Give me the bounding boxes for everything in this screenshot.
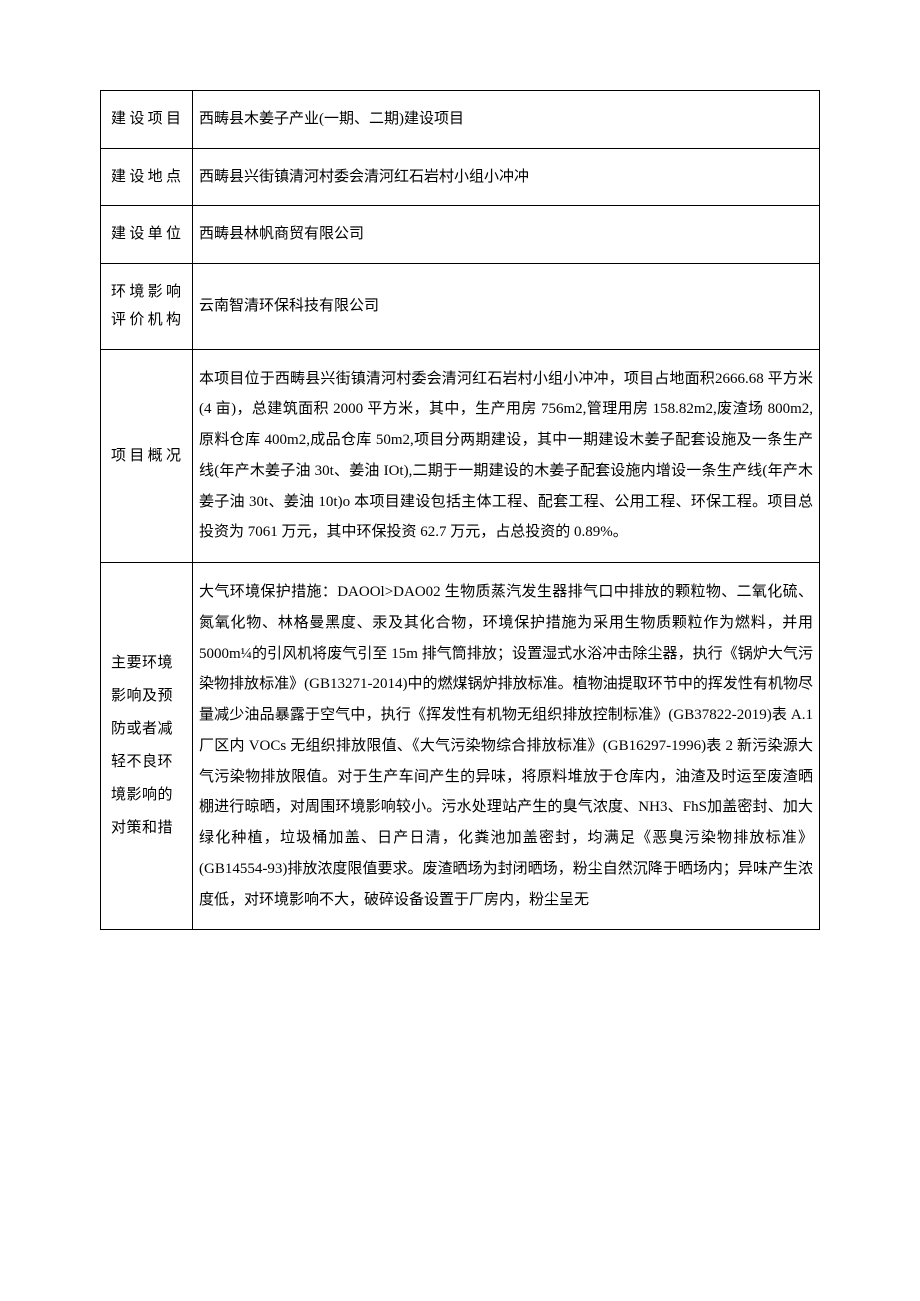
label-project-location: 建设地点 (101, 148, 193, 206)
label-construction-unit: 建设单位 (101, 206, 193, 264)
table-row: 建设项目 西畴县木姜子产业(一期、二期)建设项目 (101, 91, 820, 149)
value-project-location: 西畴县兴街镇清河村委会清河红石岩村小组小冲冲 (193, 148, 820, 206)
value-eia-agency: 云南智清环保科技有限公司 (193, 263, 820, 349)
label-eia-agency: 环境影响评价机构 (101, 263, 193, 349)
table-row: 建设地点 西畴县兴街镇清河村委会清河红石岩村小组小冲冲 (101, 148, 820, 206)
table-row: 项目概况 本项目位于西畴县兴街镇清河村委会清河红石岩村小组小冲冲，项目占地面积2… (101, 349, 820, 563)
value-measures: 大气环境保护措施：DAOOl>DAO02 生物质蒸汽发生器排气口中排放的颗粒物、… (193, 563, 820, 930)
table-row: 环境影响评价机构 云南智清环保科技有限公司 (101, 263, 820, 349)
value-construction-unit: 西畴县林帆商贸有限公司 (193, 206, 820, 264)
label-project-name: 建设项目 (101, 91, 193, 149)
label-measures: 主要环境影响及预防或者减轻不良环境影响的对策和措 (101, 563, 193, 930)
value-project-name: 西畴县木姜子产业(一期、二期)建设项目 (193, 91, 820, 149)
table-row: 建设单位 西畴县林帆商贸有限公司 (101, 206, 820, 264)
table-row: 主要环境影响及预防或者减轻不良环境影响的对策和措 大气环境保护措施：DAOOl>… (101, 563, 820, 930)
document-table: 建设项目 西畴县木姜子产业(一期、二期)建设项目 建设地点 西畴县兴街镇清河村委… (100, 90, 820, 930)
value-project-overview: 本项目位于西畴县兴街镇清河村委会清河红石岩村小组小冲冲，项目占地面积2666.6… (193, 349, 820, 563)
label-project-overview: 项目概况 (101, 349, 193, 563)
